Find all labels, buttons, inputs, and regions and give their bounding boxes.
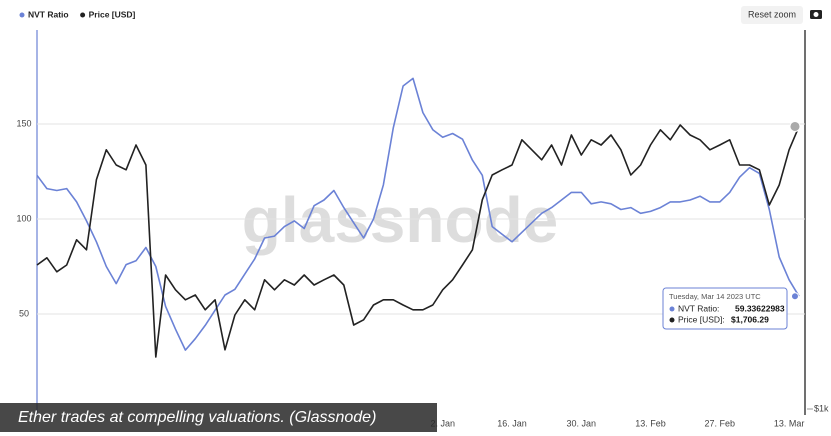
x-tick-label: 30. Jan bbox=[567, 418, 597, 428]
x-tick-label: 13. Mar bbox=[774, 418, 805, 428]
x-tick-label: 13. Feb bbox=[635, 418, 666, 428]
button-bg bbox=[741, 6, 803, 24]
plot: 50 100 150 $1k 2. Jan 16. Jan 30. Jan 13. Feb 27… bbox=[16, 77, 829, 428]
y-tick-label: 50 bbox=[19, 308, 29, 318]
reset-button[interactable]: Reset zoom bbox=[741, 6, 803, 24]
hover-marker bbox=[790, 292, 799, 301]
x-tick-label: 2. Jan bbox=[430, 418, 455, 428]
series-line bbox=[36, 124, 800, 358]
legend-swatch bbox=[80, 12, 86, 18]
tooltip: Tuesday, Mar 14 2023 UTC NVT Ratio: 59.3… bbox=[662, 287, 788, 330]
button-label: Reset zoom bbox=[748, 9, 796, 19]
series-line bbox=[36, 77, 800, 351]
camera-lens bbox=[813, 12, 819, 17]
tooltip-value: $1,706.29 bbox=[731, 314, 769, 324]
caption: Ether trades at compelling valuations. (… bbox=[18, 409, 376, 426]
legend-label: Price [USD] bbox=[89, 9, 136, 19]
x-tick-label: 27. Feb bbox=[705, 418, 736, 428]
tooltip-value: 59.33622983 bbox=[735, 303, 785, 313]
y-tick-label: 100 bbox=[16, 213, 31, 223]
tooltip-label: NVT Ratio: bbox=[678, 303, 719, 313]
caption-bg bbox=[0, 403, 437, 432]
camera-icon[interactable] bbox=[810, 10, 822, 19]
tooltip-swatch bbox=[669, 306, 675, 312]
tooltip-swatch bbox=[669, 317, 675, 323]
y2-tick-label: $1k bbox=[814, 403, 829, 413]
tooltip-box bbox=[662, 287, 788, 330]
watermark: glassnode bbox=[242, 184, 559, 256]
tooltip-label: Price [USD]: bbox=[678, 314, 725, 324]
y-tick-label: 150 bbox=[16, 118, 31, 128]
legend-swatch bbox=[19, 12, 25, 18]
hover-marker bbox=[789, 120, 801, 132]
legend-label: NVT Ratio bbox=[28, 9, 69, 19]
tooltip-date: Tuesday, Mar 14 2023 UTC bbox=[669, 292, 761, 301]
x-tick-label: 16. Jan bbox=[497, 418, 527, 428]
